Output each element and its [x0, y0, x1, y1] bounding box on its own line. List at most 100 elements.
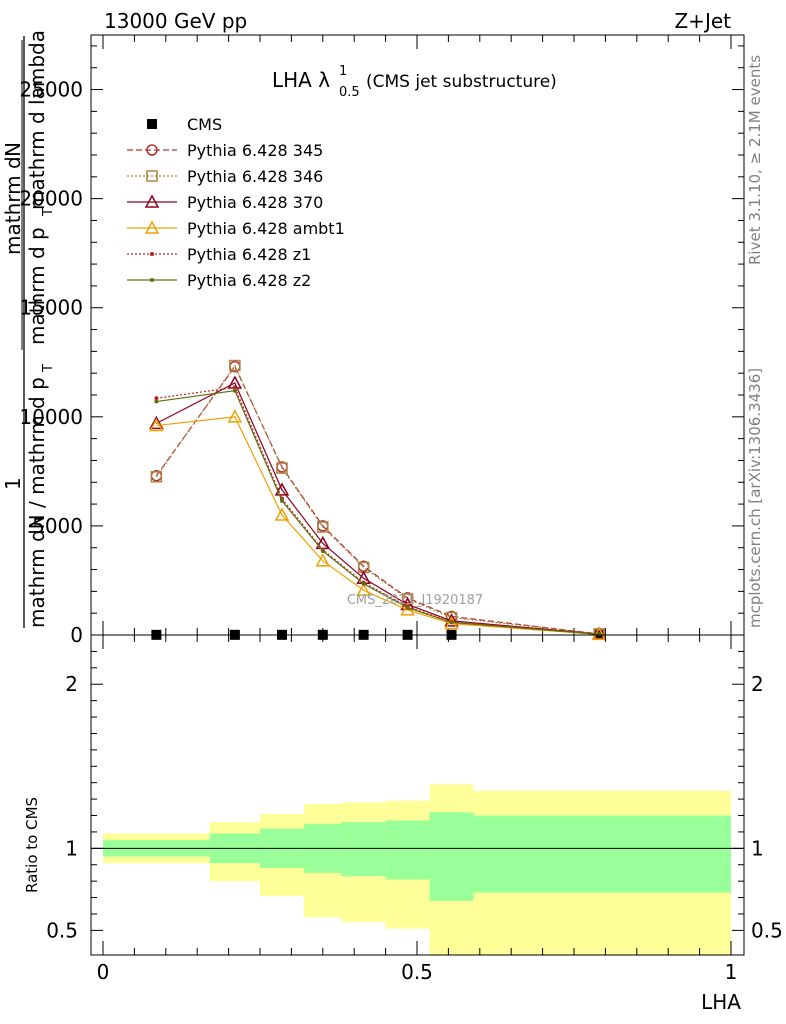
ratio-y-tick-label: 1: [65, 836, 78, 860]
y-tick-label: 5000: [32, 514, 83, 538]
ratio-inner-band-bin: [385, 820, 430, 880]
header-left: 13000 GeV pp: [104, 9, 247, 33]
legend-label: Pythia 6.428 z2: [187, 271, 311, 290]
legend-entry: CMS: [147, 115, 222, 134]
main-tick-marks: 0 5000 10000 15000 20000 25000: [19, 35, 744, 647]
data-point: [449, 620, 454, 625]
ratio-tick-marks: 0.5 0.5 1 1 2 2 0 0.5 1: [46, 635, 783, 984]
mcplots-label: mcplots.cern.ch [arXiv:1306.3436]: [746, 368, 764, 628]
legend-label: Pythia 6.428 346: [187, 167, 323, 186]
x-tick-label: 0: [97, 960, 110, 984]
ratio-panel: 0.5 0.5 1 1 2 2 0 0.5 1: [46, 634, 783, 984]
ylabel-num-1: mathrm d: [1, 156, 25, 255]
data-point: [356, 582, 371, 597]
ratio-y-axis-label: Ratio to CMS: [23, 797, 41, 893]
data-point: [144, 194, 160, 208]
ratio-y-tick-label-right: 2: [751, 672, 764, 696]
data-point: [150, 278, 154, 282]
ratio-inner-band-bin: [341, 822, 386, 877]
ylabel-outer-den-sub: T: [41, 364, 56, 373]
legend-entry: Pythia 6.428 z1: [127, 245, 311, 264]
data-point: [154, 399, 159, 404]
data-point: [229, 359, 241, 372]
y-tick-label: 10000: [19, 405, 83, 429]
watermark: CMS_2021_I1920187: [347, 593, 483, 608]
x-tick-label: 1: [725, 960, 738, 984]
legend-entry: Pythia 6.428 ambt1: [127, 219, 345, 238]
data-point: [147, 119, 157, 129]
chart-title-suffix: (CMS jet substructure): [366, 72, 557, 92]
ratio-y-tick-label: 0.5: [46, 918, 78, 942]
data-point: [597, 632, 602, 637]
main-series-group: [149, 359, 607, 641]
data-point: [150, 252, 154, 256]
series-line: [155, 364, 600, 635]
data-point: [232, 385, 237, 390]
data-point: [274, 482, 290, 496]
main-y-axis-label: 1 mathrm d N mathrm d p T mathrm d lambd…: [1, 30, 56, 628]
data-point: [444, 613, 459, 627]
series-line: [156, 382, 600, 635]
data-point: [149, 417, 164, 432]
chart-title: LHA λ 1 0.5 (CMS jet substructure): [272, 64, 557, 100]
chart-title-sup: 1: [339, 64, 347, 79]
ratio-y-tick-label: 2: [65, 672, 78, 696]
data-point: [279, 498, 284, 503]
data-point: [232, 388, 237, 393]
ylabel-outer-den: mathrm dN / mathrm d p: [25, 377, 49, 628]
legend-label: Pythia 6.428 ambt1: [187, 219, 345, 238]
data-point: [144, 220, 160, 234]
ylabel-den-suffix: mathrm d lambda: [25, 30, 49, 210]
data-point: [149, 415, 164, 430]
rivet-label: Rivet 3.1.10, ≥ 2.1M events: [746, 55, 764, 265]
legend-entry: Pythia 6.428 345: [127, 141, 323, 160]
ratio-y-tick-label-right: 0.5: [751, 918, 783, 942]
series-line: [156, 389, 600, 635]
y-tick-label: 0: [70, 623, 83, 647]
data-point: [400, 602, 415, 616]
series-line: [155, 365, 600, 635]
legend: CMS Pythia 6.428 345 Pythia 6.428 346 Pythi…: [127, 115, 345, 290]
main-panel: 0 5000 10000 15000 20000 25000 CMS_2021_I1920…: [19, 34, 745, 647]
legend-label: Pythia 6.428 370: [187, 193, 323, 212]
ratio-bands: [91, 784, 744, 955]
data-point: [154, 396, 159, 401]
data-point: [317, 521, 329, 533]
legend-label: Pythia 6.428 z1: [187, 245, 311, 264]
legend-entry: Pythia 6.428 z2: [127, 271, 311, 290]
data-point: [150, 471, 163, 483]
ylabel-den: mathrm d p: [25, 227, 49, 345]
chart-title-sub: 0.5: [339, 85, 360, 100]
ylabel-den-sub: T: [41, 208, 56, 217]
ratio-y-tick-label-right: 1: [751, 836, 764, 860]
data-point: [361, 581, 366, 586]
ratio-inner-band-bin: [429, 812, 474, 901]
series-pythia-6-428-z2: [154, 388, 602, 637]
data-point: [320, 549, 325, 553]
ylabel-num-2: N: [1, 142, 25, 157]
series-line: [156, 416, 600, 635]
y-tick-label: 20000: [19, 187, 83, 211]
data-point: [405, 605, 410, 610]
data-point: [227, 409, 243, 423]
series-pythia-6-428-ambt1: [149, 409, 607, 641]
data-point: [276, 462, 288, 474]
legend-label: Pythia 6.428 345: [187, 141, 323, 160]
data-point: [274, 507, 290, 521]
header-right: Z+Jet: [674, 9, 731, 33]
chart-title-main: LHA λ: [272, 68, 330, 92]
y-tick-label: 25000: [19, 78, 83, 102]
data-point: [146, 144, 158, 156]
ratio-frame: [90, 634, 745, 956]
svg-text:LHA λ: LHA λ: [272, 68, 330, 92]
data-point: [315, 553, 331, 567]
legend-label: CMS: [187, 115, 222, 134]
legend-entry: Pythia 6.428 346: [127, 167, 323, 186]
ratio-inner-band-bin: [473, 815, 731, 893]
ylabel-outer-num: 1: [1, 477, 25, 490]
data-point: [146, 170, 158, 182]
y-tick-label: 15000: [19, 296, 83, 320]
legend-entry: Pythia 6.428 370: [127, 193, 323, 212]
x-axis-label: LHA: [701, 990, 741, 1014]
